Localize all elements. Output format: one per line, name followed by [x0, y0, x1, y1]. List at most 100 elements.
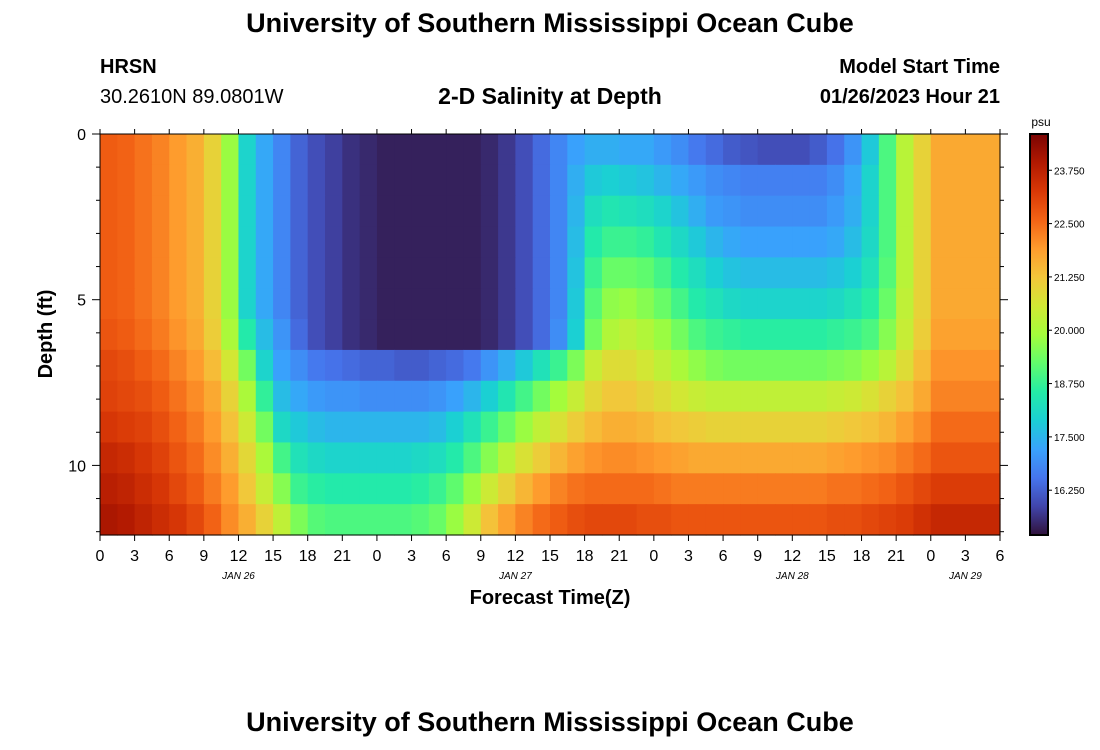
heatmap-cell — [221, 288, 240, 320]
heatmap-cell — [307, 349, 326, 382]
heatmap-cell — [705, 349, 724, 382]
heatmap-cell — [705, 164, 724, 197]
heatmap-cell — [307, 380, 326, 413]
heatmap-cell — [775, 442, 793, 474]
heatmap-cell — [705, 504, 724, 536]
heatmap-cell — [896, 257, 915, 289]
heatmap-cell — [636, 504, 655, 536]
heatmap-cell — [446, 288, 465, 320]
heatmap-cell — [636, 349, 655, 382]
heatmap-cell — [273, 349, 291, 382]
heatmap-cell — [100, 288, 118, 320]
heatmap-cell — [255, 411, 274, 444]
heatmap-cell — [619, 411, 638, 444]
heatmap-cell — [896, 319, 915, 351]
heatmap-cell — [619, 442, 638, 474]
heatmap-cell — [394, 504, 413, 536]
heatmap-cell — [498, 349, 516, 382]
heatmap-cell — [861, 473, 880, 505]
heatmap-cell — [446, 473, 465, 505]
heatmap-cell — [757, 134, 776, 166]
heatmap-cell — [844, 504, 863, 536]
heatmap-cell — [601, 134, 620, 166]
heatmap-cell — [740, 257, 759, 289]
heatmap-cell — [601, 226, 620, 258]
heatmap-cell — [169, 164, 188, 197]
heatmap-cell — [446, 411, 465, 444]
heatmap-cell — [723, 411, 741, 444]
page-title: University of Southern Mississippi Ocean… — [246, 8, 854, 38]
heatmap-cell — [394, 134, 413, 166]
heatmap-cell — [325, 134, 343, 166]
y-tick-label: 10 — [68, 458, 86, 475]
heatmap-cell — [844, 164, 863, 197]
heatmap-cell — [653, 195, 672, 228]
heatmap-cell — [567, 257, 586, 289]
heatmap-cell — [325, 411, 343, 444]
heatmap-cell — [428, 164, 447, 197]
heatmap-cell — [861, 504, 880, 536]
heatmap-cell — [567, 226, 586, 258]
heatmap-cell — [913, 288, 932, 320]
heatmap-cell — [394, 380, 413, 413]
heatmap-cell — [688, 134, 707, 166]
x-tick-label: 6 — [719, 548, 728, 565]
heatmap-cell — [411, 134, 430, 166]
heatmap-cell — [740, 134, 759, 166]
heatmap-cell — [913, 411, 932, 444]
heatmap-cell — [601, 349, 620, 382]
heatmap-cell — [394, 411, 413, 444]
heatmap-cell — [515, 195, 534, 228]
heatmap-cell — [775, 288, 793, 320]
heatmap-cell — [636, 257, 655, 289]
heatmap-cell — [878, 195, 897, 228]
heatmap-cell — [930, 288, 1001, 320]
heatmap-cell — [723, 349, 741, 382]
heatmap-cell — [446, 195, 465, 228]
heatmap-cell — [446, 164, 465, 197]
x-tick-label: 0 — [372, 548, 381, 565]
heatmap-cell — [221, 504, 240, 536]
heatmap-cell — [619, 195, 638, 228]
heatmap-cell — [740, 288, 759, 320]
heatmap-cell — [550, 442, 568, 474]
heatmap-cell — [376, 411, 395, 444]
heatmap-cell — [221, 442, 240, 474]
heatmap-cell — [775, 257, 793, 289]
heatmap-cell — [221, 195, 240, 228]
heatmap-cell — [411, 288, 430, 320]
heatmap-cell — [913, 164, 932, 197]
heatmap-cell — [515, 257, 534, 289]
heatmap-cell — [844, 380, 863, 413]
heatmap-cell — [809, 504, 828, 536]
heatmap-cell — [653, 442, 672, 474]
heatmap-cell — [826, 349, 845, 382]
heatmap-cell — [532, 257, 551, 289]
x-tick-label: 6 — [996, 548, 1005, 565]
heatmap-cell — [117, 134, 136, 166]
heatmap-cell — [359, 442, 378, 474]
heatmap-cell — [463, 380, 482, 413]
heatmap-cell — [913, 442, 932, 474]
heatmap-cell — [307, 504, 326, 536]
heatmap-cell — [359, 349, 378, 382]
heatmap-cell — [792, 380, 811, 413]
date-label: JAN 28 — [775, 571, 809, 582]
heatmap-cell — [671, 164, 690, 197]
heatmap-cell — [376, 504, 395, 536]
heatmap-cell — [498, 257, 516, 289]
heatmap-cell — [636, 411, 655, 444]
heatmap-cell — [446, 257, 465, 289]
heatmap-cell — [463, 226, 482, 258]
heatmap-cell — [290, 349, 309, 382]
heatmap-cell — [411, 319, 430, 351]
heatmap-cell — [221, 349, 240, 382]
heatmap-cell — [775, 164, 793, 197]
heatmap-cell — [671, 195, 690, 228]
heatmap-cell — [446, 504, 465, 536]
heatmap-cell — [255, 380, 274, 413]
heatmap-cell — [428, 257, 447, 289]
heatmap-cell — [307, 442, 326, 474]
heatmap-cell — [723, 226, 741, 258]
heatmap-cell — [186, 288, 205, 320]
